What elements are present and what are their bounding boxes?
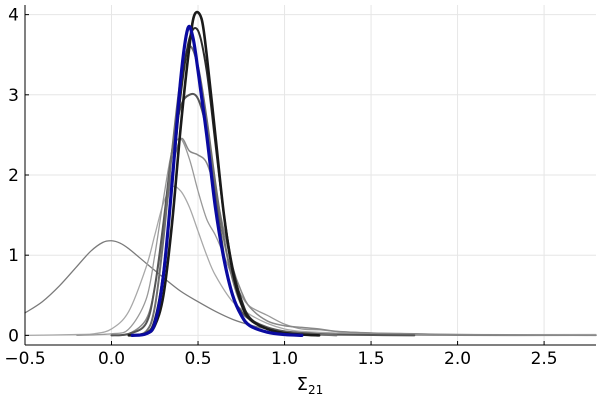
grid <box>24 5 596 345</box>
y-tick-label: 0 <box>8 326 19 346</box>
x-tick-label: 2.0 <box>444 349 471 369</box>
y-tick-label: 1 <box>8 246 19 266</box>
tick-labels: −0.5 0.0 0.5 1.0 1.5 2.0 2.5 0 1 2 3 4 <box>4 6 557 369</box>
x-tick-label: −0.5 <box>4 349 45 369</box>
density-curve-9 <box>130 24 304 337</box>
axes <box>24 5 596 346</box>
density-curve-2 <box>24 185 597 337</box>
y-tick-label: 2 <box>8 166 19 186</box>
y-tick-label: 4 <box>8 6 19 26</box>
density-curve-4 <box>110 137 597 337</box>
x-tick-label: 2.5 <box>531 349 558 369</box>
density-curves <box>24 10 597 337</box>
x-tick-label: 0.5 <box>185 349 212 369</box>
x-tick-label: 1.5 <box>358 349 385 369</box>
x-tick-label: 0.0 <box>98 349 125 369</box>
x-tick-label: 1.0 <box>271 349 298 369</box>
density-curve-8 <box>127 10 321 337</box>
x-axis-title: Σ21 <box>297 374 324 397</box>
y-tick-label: 3 <box>8 86 19 106</box>
